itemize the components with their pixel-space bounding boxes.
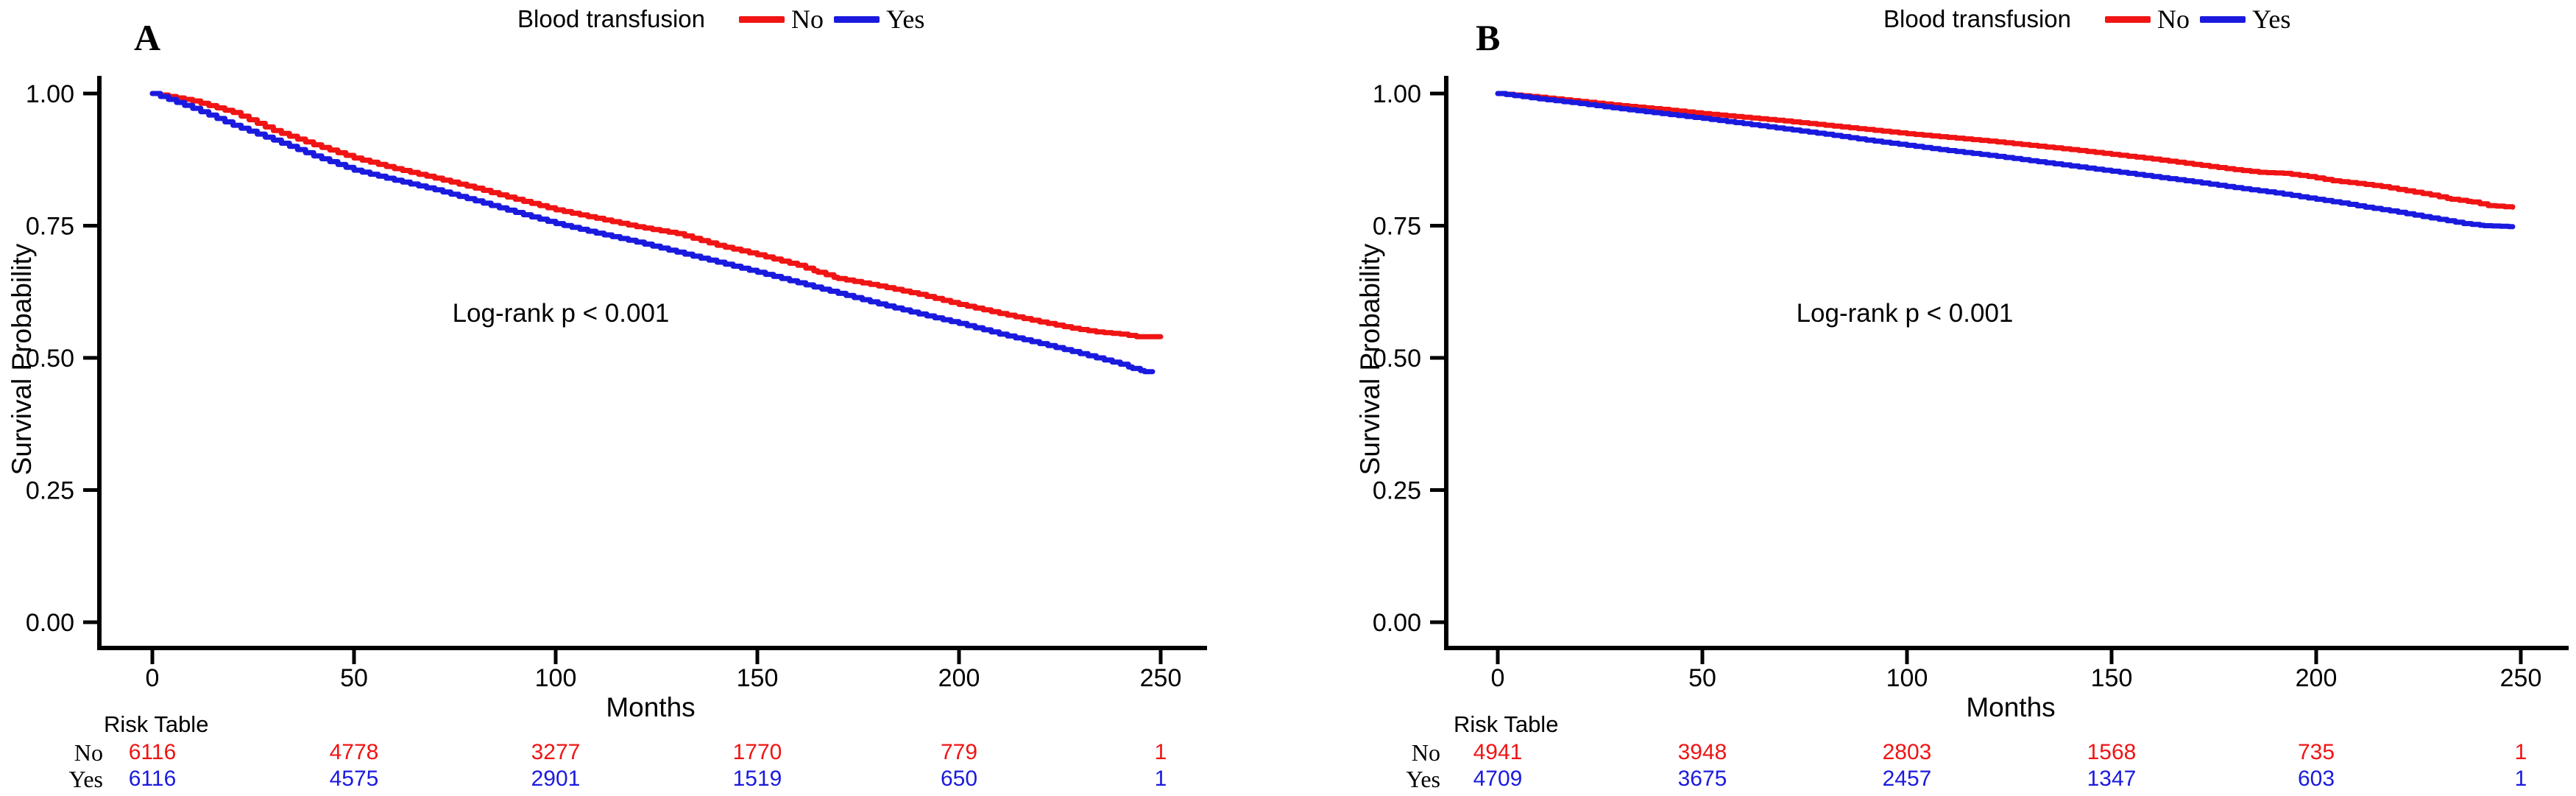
panel-label-b: B [1476, 17, 1501, 58]
svg-text:250: 250 [2500, 664, 2542, 692]
panel-B: B Blood transfusion No Yes 1.00 0.75 0.50 0… [1288, 0, 2576, 796]
logrank-annotation: Log-rank p < 0.001 [1796, 299, 2014, 328]
svg-text:50: 50 [1688, 664, 1716, 692]
panel-label-a: A [134, 17, 161, 58]
svg-text:0.00: 0.00 [1373, 609, 1421, 637]
risk-count: 4575 [329, 767, 379, 791]
risk-row-label: Yes [68, 766, 103, 792]
svg-text:0.00: 0.00 [26, 609, 74, 637]
risk-count: 1 [2514, 767, 2527, 791]
risk-count: 2901 [531, 767, 581, 791]
svg-text:250: 250 [1140, 664, 1182, 692]
svg-text:150: 150 [2091, 664, 2133, 692]
svg-text:0.25: 0.25 [1373, 477, 1421, 505]
legend-label-no: No [791, 4, 824, 34]
y-axis-title: Survival Probability [7, 243, 37, 476]
svg-text:0.25: 0.25 [26, 477, 74, 505]
x-axis-title: Months [1966, 692, 2056, 722]
legend-label-yes: Yes [2252, 4, 2291, 34]
svg-text:100: 100 [1886, 664, 1928, 692]
risk-count: 4709 [1473, 767, 1523, 791]
svg-text:0.75: 0.75 [1373, 213, 1421, 241]
legend-line-no-icon [739, 15, 785, 23]
km-plot-a: 1.00 0.75 0.50 0.25 0.00 0 50 100 150 200 250 [26, 76, 1207, 692]
svg-text:200: 200 [938, 664, 980, 692]
logrank-annotation: Log-rank p < 0.001 [452, 299, 670, 328]
risk-count: 1 [1154, 767, 1167, 791]
risk-count: 650 [940, 767, 978, 791]
risk-count: 1 [2514, 740, 2527, 764]
svg-text:1.00: 1.00 [26, 80, 74, 108]
svg-text:0.75: 0.75 [26, 213, 74, 241]
x-axis-title: Months [606, 692, 696, 722]
risk-table-title: Risk Table [1454, 711, 1559, 737]
risk-count: 779 [940, 740, 978, 764]
risk-count: 3948 [1677, 740, 1727, 764]
svg-text:0.50: 0.50 [1373, 345, 1421, 373]
legend-line-yes-icon [2200, 15, 2246, 23]
risk-count: 6116 [128, 767, 177, 791]
legend-line-yes-icon [834, 15, 880, 23]
svg-text:0: 0 [1491, 664, 1505, 692]
risk-count: 3277 [531, 740, 581, 764]
risk-row-label: No [74, 739, 103, 766]
risk-count: 1770 [732, 740, 782, 764]
svg-text:150: 150 [737, 664, 779, 692]
legend-title: Blood transfusion [517, 5, 705, 32]
risk-count: 4778 [329, 740, 379, 764]
legend-title: Blood transfusion [1883, 5, 2071, 32]
svg-text:50: 50 [340, 664, 368, 692]
risk-count: 2457 [1882, 767, 1932, 791]
risk-count: 1519 [732, 767, 782, 791]
legend-a: Blood transfusion No Yes [517, 3, 924, 35]
legend-label-yes: Yes [886, 4, 925, 34]
risk-table-title: Risk Table [104, 711, 209, 737]
risk-row-label: Yes [1406, 766, 1440, 792]
risk-count: 4941 [1473, 740, 1523, 764]
svg-text:200: 200 [2296, 664, 2338, 692]
svg-text:0: 0 [146, 664, 160, 692]
risk-row-label: No [1411, 739, 1440, 766]
svg-text:0.50: 0.50 [26, 345, 74, 373]
y-axis-title: Survival Probability [1355, 243, 1385, 476]
risk-count: 1 [1154, 740, 1167, 764]
risk-count: 6116 [128, 740, 177, 764]
panel-A: A Blood transfusion No Yes 1.00 0.75 0.50 0… [7, 3, 1207, 792]
legend-line-no-icon [2105, 15, 2151, 23]
risk-count: 603 [2297, 767, 2335, 791]
svg-text:1.00: 1.00 [1373, 80, 1421, 108]
km-plot-b: 1.00 0.75 0.50 0.25 0.00 0 50 100 150 200 250 [1373, 76, 2569, 692]
risk-count: 1568 [2087, 740, 2137, 764]
risk-count: 735 [2297, 740, 2335, 764]
legend-label-no: No [2157, 4, 2190, 34]
legend-b: Blood transfusion No Yes [1883, 3, 2290, 35]
risk-count: 1347 [2087, 767, 2137, 791]
svg-text:100: 100 [535, 664, 577, 692]
risk-count: 2803 [1882, 740, 1932, 764]
risk-count: 3675 [1677, 767, 1727, 791]
